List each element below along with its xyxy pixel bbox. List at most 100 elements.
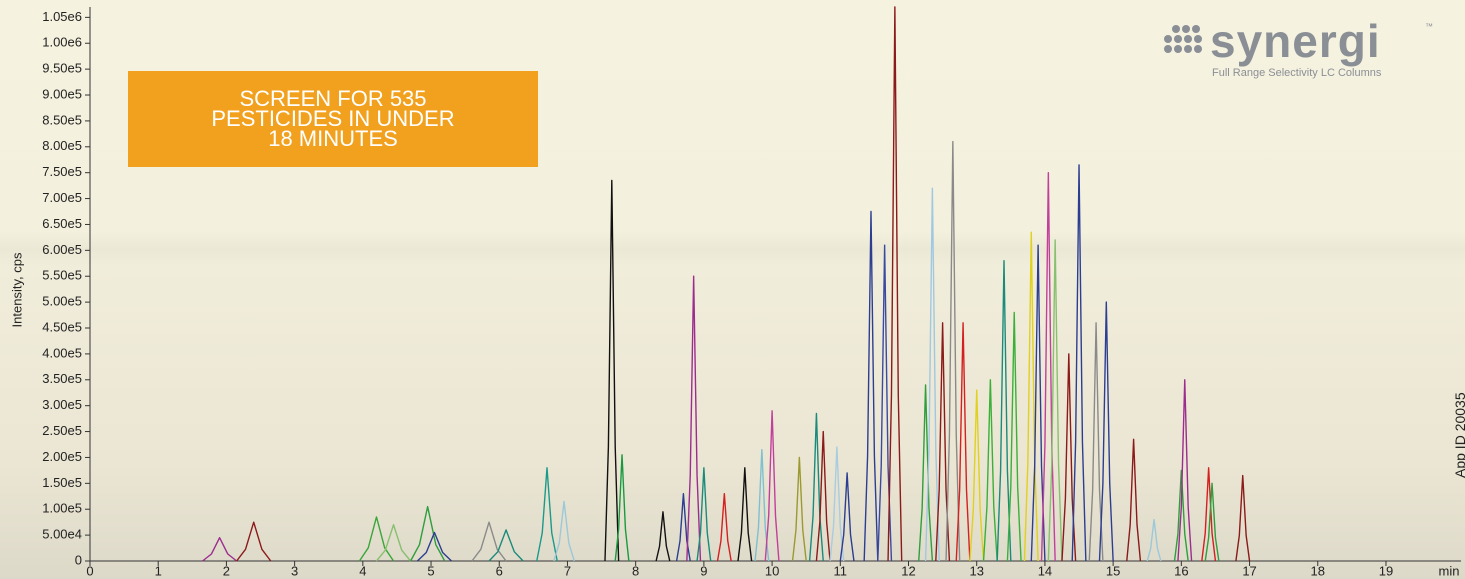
y-tick-label: 5.50e5 [42, 268, 82, 283]
trace [1023, 231, 1039, 562]
annotation-banner: SCREEN FOR 535 PESTICIDES IN UNDER 18 MI… [128, 71, 538, 167]
trace [863, 210, 879, 562]
x-tick-label: 10 [765, 563, 779, 578]
y-tick-label: 1.00e6 [42, 35, 82, 50]
y-tick-label: 9.50e5 [42, 61, 82, 76]
y-tick-label: 1.05e6 [42, 9, 82, 24]
x-tick-label: 0 [86, 563, 93, 578]
trace [1098, 301, 1114, 562]
trace [1235, 474, 1251, 562]
trace [1006, 311, 1022, 562]
logo-name: synergi [1210, 15, 1381, 67]
x-tick-label: 3 [291, 563, 298, 578]
axes: 0 5.00e4 1.00e5 1.50e5 2.00e5 2.50e5 3.00e5 3.5… [42, 7, 1461, 578]
trace [924, 187, 940, 562]
trace [236, 521, 272, 562]
y-tick-label: 8.00e5 [42, 138, 82, 153]
trace [982, 379, 998, 562]
trace [1173, 469, 1189, 562]
trace [375, 524, 412, 562]
logo-tagline: Full Range Selectivity LC Columns [1212, 67, 1382, 79]
x-tick-label: 6 [496, 563, 503, 578]
y-tick-label: 0 [75, 552, 82, 567]
trace [1088, 322, 1104, 562]
y-tick-label: 2.00e5 [42, 449, 82, 464]
y-tick-label: 5.00e5 [42, 294, 82, 309]
traces [202, 6, 1251, 562]
x-tick-label: 5 [427, 563, 434, 578]
trace [955, 322, 971, 562]
trace [737, 467, 753, 562]
y-tick-label: 4.50e5 [42, 319, 82, 334]
y-tick-label: 1.00e5 [42, 501, 82, 516]
trace [716, 492, 732, 562]
trace [409, 505, 446, 562]
trace [829, 446, 845, 562]
trace [1071, 164, 1087, 562]
trace [918, 384, 934, 562]
trace [655, 511, 671, 562]
x-axis-title: min [1439, 563, 1460, 578]
x-tick-label: 2 [223, 563, 230, 578]
x-tick-label: 9 [700, 563, 707, 578]
x-tick-label: 15 [1106, 563, 1120, 578]
x-tick-label: 1 [155, 563, 162, 578]
y-tick-label: 7.00e5 [42, 190, 82, 205]
x-tick-label: 11 [834, 563, 848, 578]
logo-icon [1164, 25, 1202, 53]
y-tick-label: 9.00e5 [42, 86, 82, 101]
trace [887, 6, 903, 562]
trace [808, 412, 824, 562]
trace [815, 430, 831, 562]
trace [488, 529, 524, 562]
y-tick-label: 8.50e5 [42, 112, 82, 127]
trace [996, 260, 1012, 562]
trace [358, 516, 395, 562]
y-tick-label: 5.00e4 [42, 527, 82, 542]
y-tick-label: 4.00e5 [42, 345, 82, 360]
y-tick-label: 6.50e5 [42, 216, 82, 231]
x-tick-label: 12 [901, 563, 915, 578]
x-tick-label: 17 [1242, 563, 1256, 578]
y-tick-label: 3.00e5 [42, 397, 82, 412]
app-id: App ID 20035 [1452, 392, 1465, 478]
trace [1126, 438, 1142, 562]
trace [553, 500, 575, 562]
y-axis-title: Intensity, cps [9, 252, 24, 327]
x-tick-label: 16 [1174, 563, 1188, 578]
annotation: SCREEN FOR 535 PESTICIDES IN UNDER 18 MI… [211, 86, 455, 151]
y-tick-label: 1.50e5 [42, 475, 82, 490]
trace [696, 467, 712, 562]
x-tick-label: 13 [969, 563, 983, 578]
trace [1146, 518, 1162, 562]
trace [1201, 467, 1217, 562]
trace [969, 389, 985, 562]
trace [471, 521, 507, 562]
trace [604, 179, 620, 562]
trace [536, 467, 558, 562]
x-tick-label: 4 [359, 563, 366, 578]
trace [1040, 171, 1056, 562]
x-tick-label: 19 [1379, 563, 1393, 578]
y-tick-label: 3.50e5 [42, 371, 82, 386]
trace [945, 140, 961, 562]
trace [839, 472, 855, 562]
trace [686, 275, 702, 562]
y-tick-label: 7.50e5 [42, 164, 82, 179]
trace [202, 537, 238, 562]
logo-trademark: ™ [1425, 22, 1433, 31]
x-tick-label: 8 [632, 563, 639, 578]
y-tick-label: 6.00e5 [42, 242, 82, 257]
trace [1204, 482, 1220, 562]
x-tick-label: 7 [564, 563, 571, 578]
y-tick-label: 2.50e5 [42, 423, 82, 438]
x-tick-label: 18 [1311, 563, 1325, 578]
x-tick-label: 14 [1038, 563, 1052, 578]
trace [764, 410, 780, 562]
trace [1177, 379, 1193, 562]
trace [1030, 244, 1046, 562]
trace [791, 456, 807, 562]
trace [614, 454, 630, 562]
